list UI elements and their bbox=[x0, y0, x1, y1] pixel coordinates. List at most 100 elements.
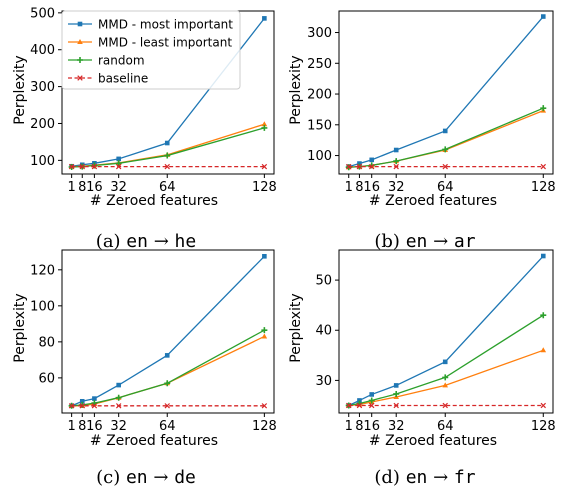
panel-b-point-most-2 bbox=[369, 157, 375, 163]
panel-a-xtick-label-3: 32 bbox=[110, 180, 127, 195]
panel-b-point-baseline-0 bbox=[346, 163, 352, 170]
panel-c-xlabel: # Zeroed features bbox=[90, 433, 218, 449]
panel-b-caption-arrow: → bbox=[427, 231, 454, 252]
panel-c-point-random-5 bbox=[261, 327, 268, 334]
panel-d-point-baseline-1 bbox=[356, 402, 363, 409]
panel-c-point-baseline-0 bbox=[68, 403, 75, 409]
panel-c-point-baseline-5 bbox=[261, 403, 268, 409]
panel-c-xtick-label-0: 1 bbox=[67, 419, 75, 434]
legend-label-random: random bbox=[98, 54, 145, 68]
panel-b-point-baseline-4 bbox=[442, 163, 448, 170]
panel-a-caption: (a) en → he bbox=[96, 231, 196, 252]
panel-a-lines bbox=[68, 16, 268, 170]
panel-a-point-baseline-3 bbox=[115, 163, 122, 170]
panel-b-caption: (b) en → ar bbox=[374, 231, 475, 252]
panel-b-line-random bbox=[348, 107, 544, 168]
panel-d-point-most-2 bbox=[369, 392, 375, 397]
panel-b-caption-src: en bbox=[406, 231, 428, 252]
panel-a-ytick-label-1: 200 bbox=[30, 117, 55, 132]
panel-d-xtick-label-2: 16 bbox=[363, 419, 380, 434]
panel-a-ytick-label-2: 300 bbox=[30, 80, 55, 95]
panel-d-point-random-4 bbox=[442, 374, 449, 381]
panel-a-xlabel: # Zeroed features bbox=[90, 193, 218, 209]
legend-marker-least bbox=[77, 39, 83, 44]
panel-b-xlabel: # Zeroed features bbox=[369, 193, 497, 209]
panel-a-point-random-3 bbox=[115, 160, 122, 167]
panel-c-point-most-1 bbox=[79, 398, 85, 404]
panel-a-series-random bbox=[68, 124, 268, 170]
panel-b-xtick-label-5: 128 bbox=[531, 180, 556, 195]
panel-b-point-most-1 bbox=[357, 161, 362, 166]
panel-b-xtick-label-2: 16 bbox=[363, 180, 380, 195]
panel-d-caption-src: en bbox=[406, 467, 428, 488]
panel-d-caption-tgt: fr bbox=[454, 467, 476, 488]
panel-b-series-random bbox=[345, 105, 547, 171]
panel-d-xlabel: # Zeroed features bbox=[369, 433, 497, 449]
panel-d-xtick-label-5: 128 bbox=[531, 419, 556, 434]
legend-item-baseline: baseline bbox=[68, 72, 148, 86]
panel-c-point-baseline-3 bbox=[115, 403, 122, 409]
panel-b-ytick-label-1: 150 bbox=[307, 118, 332, 133]
panel-d-ytick-label-0: 30 bbox=[315, 374, 332, 389]
panel-d-ytick-label-2: 50 bbox=[315, 274, 332, 289]
panel-d-xtick-label-0: 1 bbox=[345, 419, 353, 434]
panel-b-point-random-3 bbox=[393, 158, 400, 165]
panel-d-caption-arrow: → bbox=[427, 467, 454, 488]
legend-label-least: MMD - least important bbox=[98, 36, 232, 50]
panel-a-xtick-label-2: 16 bbox=[86, 180, 103, 195]
panel-b-line-most bbox=[348, 16, 544, 168]
panel-c-ytick-label-3: 120 bbox=[30, 263, 55, 278]
panel-b-point-random-4 bbox=[442, 146, 449, 153]
panel-b-point-random-2 bbox=[368, 162, 375, 169]
panel-c-xtick-label-3: 32 bbox=[110, 419, 127, 434]
panel-c-xtick-label-2: 16 bbox=[86, 419, 103, 434]
panel-a-point-most-5 bbox=[262, 16, 267, 21]
panel-a-point-random-5 bbox=[261, 124, 268, 131]
panel-b-point-random-5 bbox=[540, 105, 547, 112]
legend-item-least: MMD - least important bbox=[68, 36, 232, 50]
panel-c-xtick-label-4: 64 bbox=[159, 419, 176, 434]
panel-c-point-random-3 bbox=[115, 394, 122, 401]
panel-c-frame bbox=[61, 249, 275, 414]
panel-c-ylabel: Perplexity bbox=[12, 293, 28, 362]
panel-c-caption: (c) en → de bbox=[96, 467, 196, 488]
panel-c-point-least-5 bbox=[261, 333, 268, 339]
panel-c-point-most-3 bbox=[116, 382, 121, 388]
panel-a-point-baseline-5 bbox=[261, 163, 268, 170]
panel-a-point-random-2 bbox=[91, 162, 98, 169]
legend-label-baseline: baseline bbox=[98, 72, 148, 86]
panel-a-xtick-label-1: 8 bbox=[78, 180, 86, 195]
panel-d-ytick-label-1: 40 bbox=[315, 324, 332, 339]
panel-a-point-least-5 bbox=[261, 121, 268, 127]
panel-d-point-least-5 bbox=[540, 347, 547, 353]
panel-b-ytick-label-4: 300 bbox=[307, 26, 332, 41]
panel-a-xtick-label-4: 64 bbox=[159, 180, 176, 195]
panel-d-line-most bbox=[348, 255, 544, 407]
panel-b-point-baseline-2 bbox=[368, 163, 375, 170]
legend-marker-most bbox=[77, 21, 83, 27]
panel-d-xtick-label-4: 64 bbox=[437, 419, 454, 434]
panel-d-xtick-label-3: 32 bbox=[388, 419, 405, 434]
panel-a-point-random-4 bbox=[164, 152, 171, 159]
panel-c-lines bbox=[68, 254, 268, 409]
panel-b-caption-tgt: ar bbox=[454, 231, 476, 252]
panel-a-point-baseline-2 bbox=[91, 163, 98, 170]
panel-c-point-baseline-2 bbox=[91, 403, 98, 409]
panel-c-point-most-2 bbox=[92, 396, 97, 401]
legend-marker-baseline bbox=[77, 75, 83, 81]
panel-c-caption-prefix: (c) bbox=[96, 467, 126, 488]
panel-a-point-most-3 bbox=[116, 156, 121, 162]
panel-d-point-baseline-4 bbox=[442, 402, 448, 409]
panel-b-xtick-label-0: 1 bbox=[345, 180, 353, 195]
panel-a-caption-arrow: → bbox=[148, 231, 175, 252]
legend-marker-random bbox=[77, 57, 83, 63]
panel-d-point-most-4 bbox=[442, 359, 448, 365]
panel-c-axes: 1 8 16 32 64 128 60 80 100 120 bbox=[30, 249, 277, 434]
panel-a-caption-prefix: (a) bbox=[96, 231, 127, 252]
panel-b-point-most-4 bbox=[442, 128, 448, 134]
legend-item-random: random bbox=[68, 54, 145, 68]
panel-d-point-most-3 bbox=[393, 383, 399, 388]
panel-d-caption: (d) en → fr bbox=[374, 467, 475, 488]
panel-d-ylabel: Perplexity bbox=[288, 293, 304, 362]
